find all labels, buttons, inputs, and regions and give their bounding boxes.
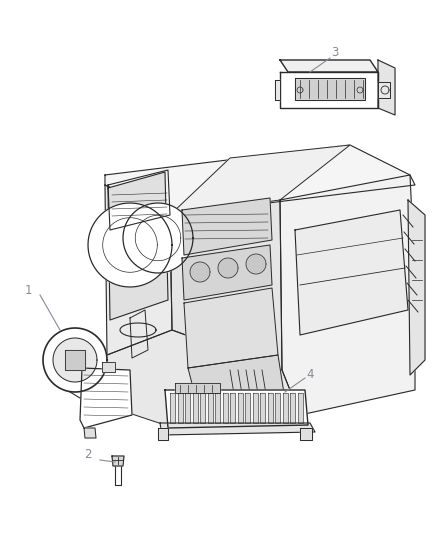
Polygon shape	[280, 72, 378, 108]
Polygon shape	[184, 288, 278, 368]
Polygon shape	[245, 393, 250, 423]
Polygon shape	[192, 393, 198, 423]
Polygon shape	[190, 262, 210, 282]
Polygon shape	[177, 393, 183, 423]
Polygon shape	[223, 393, 227, 423]
Text: 3: 3	[331, 45, 339, 59]
Polygon shape	[160, 423, 315, 435]
Polygon shape	[297, 393, 303, 423]
Polygon shape	[280, 175, 415, 415]
Polygon shape	[158, 428, 168, 440]
Polygon shape	[275, 393, 280, 423]
Polygon shape	[295, 210, 408, 335]
Text: 1: 1	[24, 284, 32, 296]
Polygon shape	[378, 60, 395, 115]
Polygon shape	[408, 200, 425, 375]
Polygon shape	[170, 200, 282, 370]
Polygon shape	[185, 393, 190, 423]
Polygon shape	[208, 393, 212, 423]
Polygon shape	[170, 145, 350, 215]
Polygon shape	[105, 145, 415, 215]
Polygon shape	[90, 330, 300, 430]
Polygon shape	[275, 80, 280, 100]
Polygon shape	[230, 393, 235, 423]
Polygon shape	[105, 185, 172, 355]
Polygon shape	[102, 362, 115, 372]
Polygon shape	[268, 393, 272, 423]
Polygon shape	[108, 172, 168, 320]
Polygon shape	[378, 82, 390, 98]
Text: 4: 4	[306, 368, 314, 382]
Polygon shape	[260, 393, 265, 423]
Polygon shape	[252, 393, 258, 423]
Polygon shape	[84, 428, 96, 438]
Polygon shape	[237, 393, 243, 423]
Polygon shape	[200, 393, 205, 423]
Polygon shape	[295, 78, 365, 100]
Polygon shape	[80, 368, 132, 428]
Polygon shape	[43, 328, 107, 392]
Polygon shape	[188, 355, 285, 415]
Polygon shape	[170, 393, 175, 423]
Polygon shape	[112, 456, 124, 466]
Polygon shape	[53, 338, 97, 382]
Polygon shape	[175, 383, 220, 393]
Polygon shape	[88, 203, 172, 287]
Polygon shape	[283, 393, 287, 423]
Polygon shape	[65, 350, 85, 370]
Polygon shape	[123, 203, 193, 273]
Polygon shape	[182, 198, 272, 255]
Polygon shape	[290, 393, 295, 423]
Polygon shape	[165, 390, 308, 428]
Polygon shape	[215, 393, 220, 423]
Polygon shape	[280, 60, 378, 72]
Polygon shape	[246, 254, 266, 274]
Text: 2: 2	[84, 448, 92, 462]
Polygon shape	[218, 258, 238, 278]
Polygon shape	[182, 245, 272, 300]
Polygon shape	[115, 465, 121, 485]
Polygon shape	[300, 428, 312, 440]
